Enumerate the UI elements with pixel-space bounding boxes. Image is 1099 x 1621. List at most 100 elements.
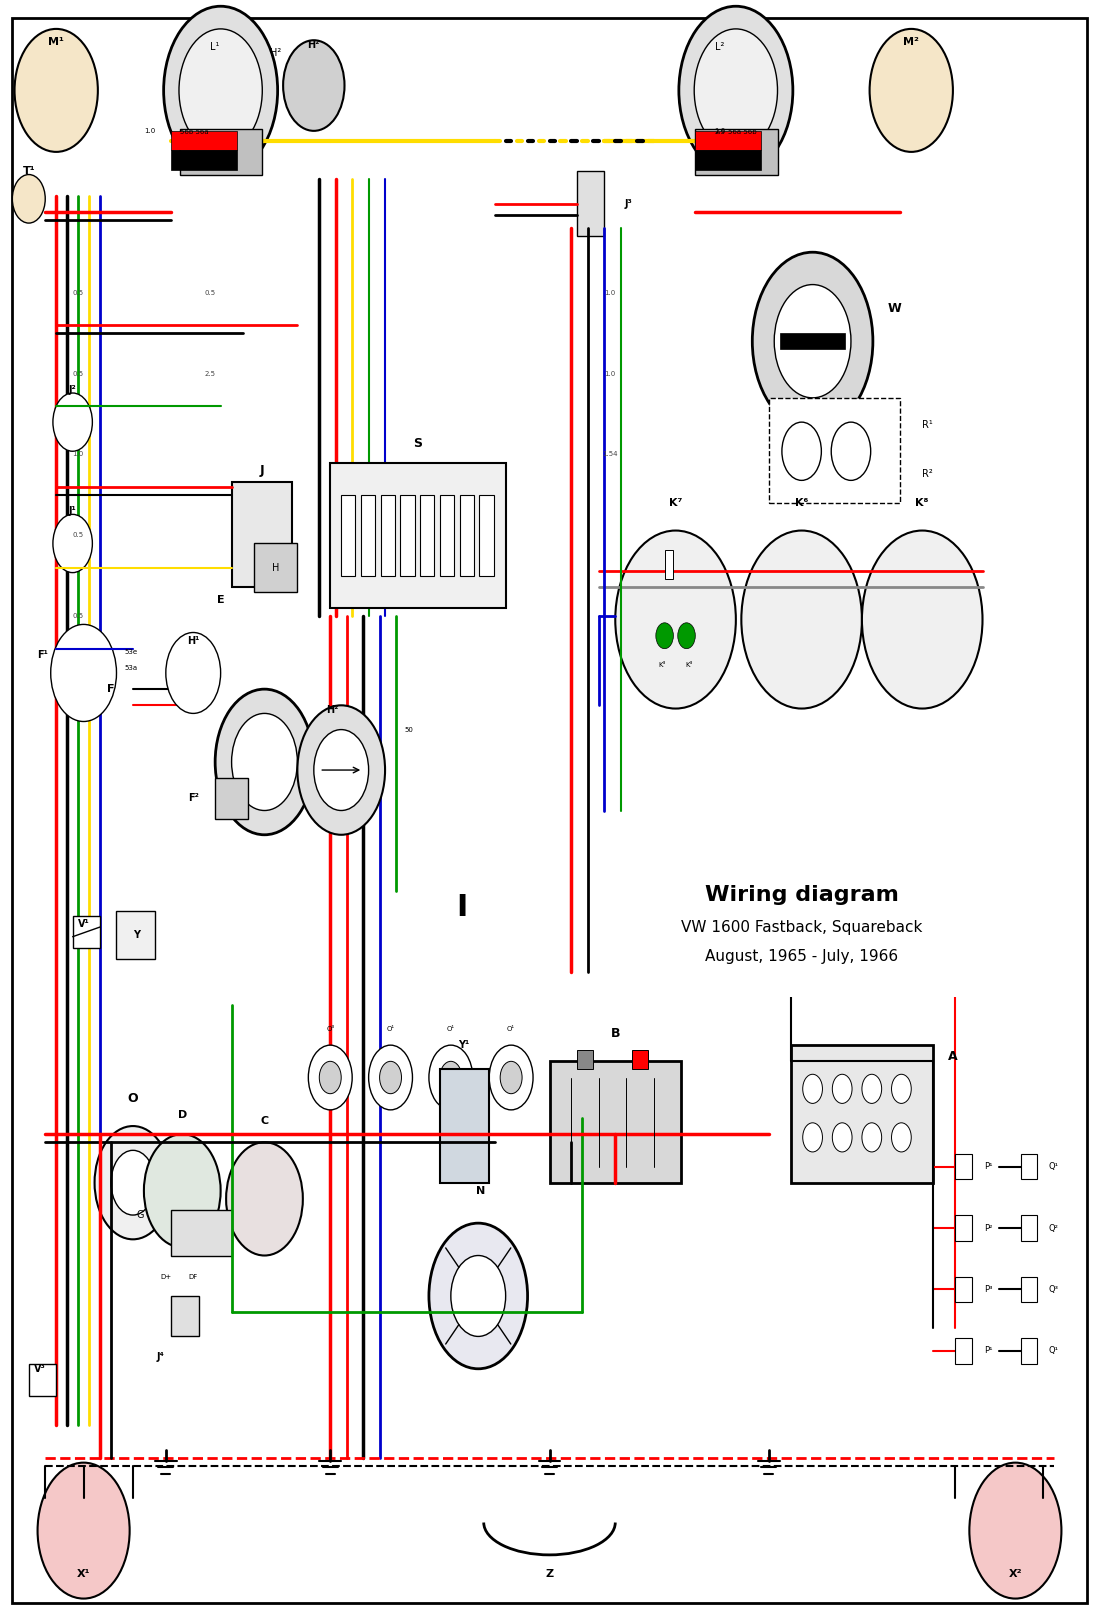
Text: G: G: [137, 1209, 144, 1221]
Circle shape: [781, 421, 821, 480]
Bar: [440, 494, 454, 575]
Text: K⁸: K⁸: [915, 498, 929, 507]
Circle shape: [53, 514, 92, 572]
Text: 0.5: 0.5: [73, 532, 84, 538]
Circle shape: [53, 392, 92, 451]
Text: 50: 50: [404, 726, 413, 733]
Circle shape: [832, 1123, 852, 1153]
Circle shape: [95, 1127, 171, 1240]
Bar: [232, 481, 292, 587]
Bar: [955, 1154, 972, 1180]
Circle shape: [111, 1151, 155, 1216]
Circle shape: [144, 1135, 221, 1248]
Text: H¹: H¹: [187, 635, 199, 645]
Text: O: O: [127, 1093, 138, 1106]
Text: L¹: L¹: [211, 42, 220, 52]
Circle shape: [679, 6, 792, 175]
Circle shape: [429, 1224, 528, 1368]
Text: August, 1965 - July, 1966: August, 1965 - July, 1966: [706, 948, 898, 963]
Text: Q²: Q²: [1048, 1224, 1058, 1232]
Text: L²: L²: [714, 42, 724, 52]
Bar: [1021, 1337, 1037, 1363]
Text: R¹: R¹: [922, 420, 933, 430]
Bar: [380, 494, 395, 575]
Bar: [459, 494, 474, 575]
Text: 0.5: 0.5: [204, 290, 215, 295]
Bar: [171, 1295, 199, 1336]
Circle shape: [12, 175, 45, 224]
Circle shape: [656, 622, 674, 648]
Circle shape: [164, 6, 278, 175]
Circle shape: [774, 285, 851, 397]
Text: O¹: O¹: [507, 1026, 515, 1033]
Bar: [116, 911, 155, 960]
Text: Q¹: Q¹: [1048, 1347, 1058, 1355]
Text: Q¹: Q¹: [1048, 1162, 1058, 1170]
Text: 2.5: 2.5: [715, 130, 726, 136]
Bar: [790, 1046, 933, 1183]
Bar: [955, 1277, 972, 1302]
Text: F¹: F¹: [37, 650, 48, 660]
Bar: [341, 494, 355, 575]
Bar: [632, 859, 1070, 997]
Text: F²: F²: [188, 793, 199, 802]
Bar: [440, 1070, 489, 1183]
Bar: [420, 494, 434, 575]
Bar: [698, 916, 725, 948]
Text: H²: H²: [326, 705, 338, 715]
Circle shape: [298, 705, 385, 835]
Bar: [400, 494, 414, 575]
Circle shape: [179, 29, 263, 152]
Bar: [955, 1216, 972, 1242]
Text: 53a: 53a: [124, 665, 137, 671]
Text: V²: V²: [702, 903, 714, 913]
Bar: [1021, 1216, 1037, 1242]
Text: K⁶: K⁶: [795, 498, 808, 507]
Text: H²: H²: [308, 41, 320, 50]
Text: 1.0: 1.0: [144, 128, 155, 135]
Text: D: D: [178, 1110, 187, 1120]
Circle shape: [969, 1462, 1062, 1598]
Circle shape: [753, 253, 873, 430]
Text: P¹: P¹: [984, 1347, 992, 1355]
Text: R²: R²: [922, 468, 933, 478]
Bar: [254, 543, 298, 592]
Text: 0.5: 0.5: [73, 613, 84, 619]
Text: 2.5: 2.5: [204, 371, 215, 376]
Text: VW 1600 Fastback, Squareback: VW 1600 Fastback, Squareback: [681, 919, 922, 935]
Text: S: S: [413, 436, 422, 449]
Text: D+: D+: [160, 1274, 171, 1279]
Circle shape: [695, 29, 777, 152]
Circle shape: [51, 624, 116, 721]
Text: J²: J²: [69, 384, 77, 396]
Text: Q³: Q³: [1048, 1285, 1058, 1294]
Circle shape: [862, 1075, 881, 1104]
Text: H²: H²: [270, 49, 281, 58]
Circle shape: [166, 632, 221, 713]
Circle shape: [37, 1462, 130, 1598]
Text: Y¹: Y¹: [458, 1041, 469, 1050]
Text: P¹: P¹: [984, 1162, 992, 1170]
Bar: [331, 462, 506, 608]
Bar: [632, 1050, 648, 1070]
Text: M²: M²: [903, 37, 919, 47]
Circle shape: [215, 689, 314, 835]
Text: 53e: 53e: [124, 648, 137, 655]
Text: 0.5: 0.5: [73, 371, 84, 376]
Circle shape: [500, 1062, 522, 1094]
Text: O¹: O¹: [447, 1026, 455, 1033]
Bar: [577, 172, 604, 237]
Circle shape: [451, 1256, 506, 1336]
Circle shape: [891, 1075, 911, 1104]
Text: K³: K³: [658, 661, 666, 668]
Text: V¹: V¹: [78, 919, 89, 929]
Circle shape: [891, 1123, 911, 1153]
Bar: [73, 916, 100, 948]
Circle shape: [615, 530, 736, 708]
Text: Y: Y: [133, 930, 140, 940]
Bar: [768, 397, 900, 503]
Text: N: N: [476, 1187, 485, 1196]
Bar: [665, 550, 674, 579]
Bar: [215, 778, 248, 819]
Text: 1.0: 1.0: [713, 128, 725, 135]
